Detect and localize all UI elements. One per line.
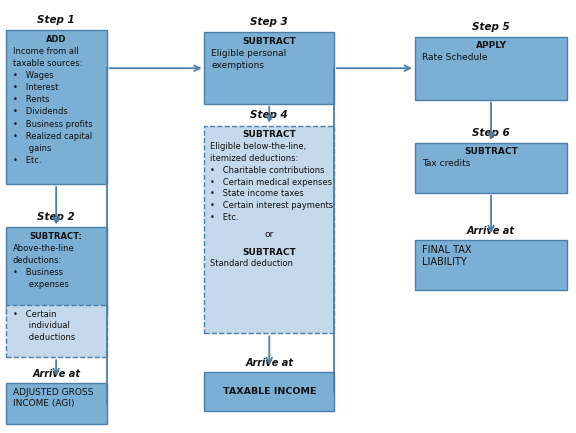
FancyBboxPatch shape	[415, 143, 567, 193]
Text: •   Rents: • Rents	[13, 95, 49, 104]
Text: itemized deductions:: itemized deductions:	[210, 154, 298, 163]
FancyBboxPatch shape	[6, 227, 107, 314]
FancyBboxPatch shape	[6, 30, 107, 184]
Text: SUBTRACT: SUBTRACT	[242, 130, 296, 139]
Text: or: or	[264, 230, 274, 239]
FancyBboxPatch shape	[6, 305, 107, 357]
Text: Above-the-line: Above-the-line	[13, 244, 74, 253]
Text: Tax credits: Tax credits	[422, 159, 470, 168]
Text: SUBTRACT: SUBTRACT	[464, 147, 518, 156]
Text: •   Certain medical expenses: • Certain medical expenses	[210, 178, 332, 187]
Text: Arrive at: Arrive at	[245, 358, 293, 368]
Text: SUBTRACT:: SUBTRACT:	[30, 232, 82, 241]
Text: Step 3: Step 3	[251, 17, 288, 27]
Text: •   Etc.: • Etc.	[13, 156, 41, 165]
Text: Rate Schedule: Rate Schedule	[422, 53, 487, 62]
Text: Eligible below-the-line,: Eligible below-the-line,	[210, 142, 306, 152]
Text: •   Certain interest payments: • Certain interest payments	[210, 201, 334, 210]
Text: SUBTRACT: SUBTRACT	[242, 37, 296, 46]
Text: Arrive at: Arrive at	[467, 226, 515, 236]
Text: •   Business: • Business	[13, 268, 63, 277]
Text: gains: gains	[13, 144, 51, 153]
FancyBboxPatch shape	[204, 372, 334, 411]
Text: TAXABLE INCOME: TAXABLE INCOME	[222, 388, 316, 396]
Text: •   Interest: • Interest	[13, 83, 58, 92]
Text: Step 6: Step 6	[472, 128, 510, 138]
Text: •   Wages: • Wages	[13, 71, 54, 80]
FancyBboxPatch shape	[204, 32, 334, 104]
Text: FINAL TAX: FINAL TAX	[422, 245, 471, 255]
Text: expenses: expenses	[13, 280, 69, 289]
Text: deductions: deductions	[13, 333, 75, 342]
Text: Step 4: Step 4	[251, 110, 288, 120]
Text: •   Certain: • Certain	[13, 310, 56, 319]
FancyBboxPatch shape	[415, 240, 567, 290]
Text: deductions:: deductions:	[13, 256, 62, 265]
Text: •   Business profits: • Business profits	[13, 120, 92, 129]
Text: Standard deduction: Standard deduction	[210, 259, 293, 268]
Text: •   Etc.: • Etc.	[210, 213, 238, 222]
FancyBboxPatch shape	[6, 383, 107, 424]
Text: Arrive at: Arrive at	[32, 369, 80, 379]
Text: taxable sources:: taxable sources:	[13, 59, 82, 68]
Text: •   State income taxes: • State income taxes	[210, 190, 304, 198]
Text: INCOME (AGI): INCOME (AGI)	[13, 399, 74, 408]
Text: •   Charitable contributions: • Charitable contributions	[210, 166, 325, 175]
FancyBboxPatch shape	[415, 37, 567, 100]
Text: Step 5: Step 5	[472, 22, 510, 32]
Text: Income from all: Income from all	[13, 47, 78, 56]
Text: •   Realized capital: • Realized capital	[13, 132, 92, 141]
Text: ADJUSTED GROSS: ADJUSTED GROSS	[13, 388, 93, 397]
Text: •   Dividends: • Dividends	[13, 107, 67, 116]
Text: ADD: ADD	[46, 35, 66, 44]
Text: individual: individual	[13, 321, 70, 330]
Text: SUBTRACT: SUBTRACT	[242, 248, 296, 257]
Text: Eligible personal: Eligible personal	[211, 49, 287, 58]
Text: Step 2: Step 2	[37, 212, 75, 222]
Text: Step 1: Step 1	[37, 15, 75, 25]
FancyBboxPatch shape	[204, 126, 334, 333]
Text: LIABILITY: LIABILITY	[422, 257, 467, 267]
Text: exemptions: exemptions	[211, 61, 264, 70]
Text: APPLY: APPLY	[476, 41, 506, 50]
